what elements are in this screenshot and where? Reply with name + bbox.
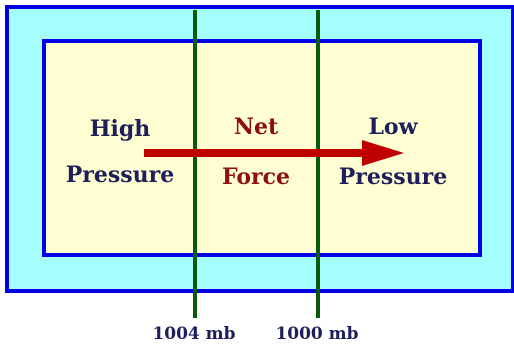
low-pressure-label-line2: Pressure bbox=[339, 164, 448, 190]
net-force-label-line1: Net bbox=[234, 114, 279, 140]
net-force-arrow bbox=[144, 140, 404, 166]
low-pressure-label-line1: Low bbox=[368, 114, 418, 140]
inner-box bbox=[42, 39, 482, 257]
high-pressure-label-line2: Pressure bbox=[66, 162, 175, 188]
net-force-label-line2: Force bbox=[222, 164, 290, 190]
high-pressure-label-line1: High bbox=[90, 116, 151, 142]
isobar-label-1004: 1004 mb bbox=[152, 324, 235, 344]
isobar-label-1000: 1000 mb bbox=[275, 324, 358, 344]
